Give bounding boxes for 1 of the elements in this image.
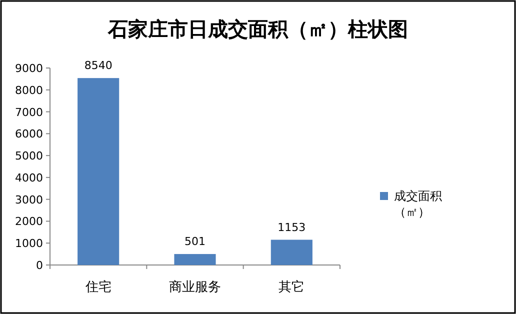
title: 石家庄市日成交面积（㎡）柱状图 (108, 17, 408, 41)
